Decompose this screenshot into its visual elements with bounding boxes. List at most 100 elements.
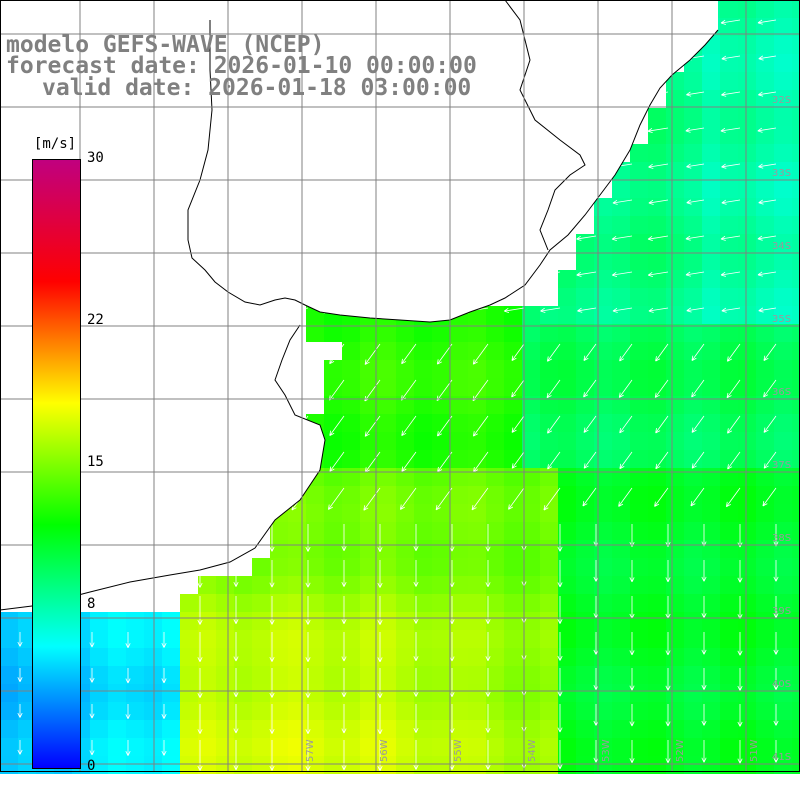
speed-cell xyxy=(684,414,702,432)
speed-cell xyxy=(738,414,756,432)
speed-cell xyxy=(576,594,594,612)
speed-cell xyxy=(324,540,342,558)
speed-cell xyxy=(306,738,324,756)
speed-cell xyxy=(216,702,234,720)
wind-arrow xyxy=(511,451,525,469)
speed-cell xyxy=(162,702,180,720)
speed-cell xyxy=(702,234,720,252)
wind-arrow xyxy=(435,487,453,511)
wind-arrow xyxy=(737,704,743,727)
speed-cell xyxy=(612,180,630,198)
speed-cell xyxy=(504,360,522,378)
speed-cell xyxy=(738,720,756,738)
speed-cell xyxy=(270,648,288,666)
speed-cell xyxy=(630,540,648,558)
speed-cell xyxy=(144,720,162,738)
speed-cell xyxy=(630,342,648,360)
speed-cell xyxy=(756,666,774,684)
speed-cell xyxy=(288,738,306,756)
speed-cell xyxy=(576,414,594,432)
wind-arrow xyxy=(233,740,239,771)
speed-cell xyxy=(414,630,432,648)
speed-cell xyxy=(360,414,378,432)
wind-arrow xyxy=(543,487,561,511)
speed-cell xyxy=(540,342,558,360)
speed-cell xyxy=(720,216,738,234)
speed-cell xyxy=(666,432,684,450)
speed-cell xyxy=(666,702,684,720)
speed-cell xyxy=(414,594,432,612)
speed-cell xyxy=(342,432,360,450)
speed-cell xyxy=(684,666,702,684)
speed-cell xyxy=(756,558,774,576)
speed-cell xyxy=(378,360,396,378)
speed-cell xyxy=(234,720,252,738)
speed-cell xyxy=(738,612,756,630)
speed-cell xyxy=(666,234,684,252)
speed-cell xyxy=(234,630,252,648)
speed-cell xyxy=(702,72,720,90)
speed-cell xyxy=(756,612,774,630)
wind-arrow xyxy=(377,668,383,698)
wind-arrow xyxy=(763,379,777,398)
speed-cell xyxy=(126,666,144,684)
speed-cell xyxy=(342,738,360,756)
wind-arrow xyxy=(341,632,347,662)
wind-arrow xyxy=(547,415,561,434)
speed-cell xyxy=(684,720,702,738)
speed-cell xyxy=(558,612,576,630)
speed-cell xyxy=(252,594,270,612)
speed-cell xyxy=(738,396,756,414)
speed-cell xyxy=(450,360,468,378)
speed-cell xyxy=(540,630,558,648)
speed-cell xyxy=(738,18,756,36)
speed-cell xyxy=(738,288,756,306)
speed-cell xyxy=(414,324,432,342)
speed-cell xyxy=(684,72,702,90)
speed-cell xyxy=(702,576,720,594)
speed-cell xyxy=(792,18,800,36)
speed-cell xyxy=(702,180,720,198)
speed-cell xyxy=(792,306,800,324)
speed-cell xyxy=(756,756,774,774)
speed-cell xyxy=(504,432,522,450)
speed-cell xyxy=(630,234,648,252)
speed-cell xyxy=(162,612,180,630)
speed-cell xyxy=(90,702,108,720)
speed-cell xyxy=(666,450,684,468)
speed-cell xyxy=(774,288,792,306)
speed-cell xyxy=(270,522,288,540)
speed-cell xyxy=(324,558,342,576)
speed-cell xyxy=(324,594,342,612)
speed-cell xyxy=(162,756,180,774)
speed-cell xyxy=(540,486,558,504)
wind-arrow xyxy=(401,451,417,472)
speed-cell xyxy=(252,576,270,594)
speed-cell xyxy=(180,612,198,630)
wind-arrow xyxy=(618,487,633,507)
speed-cell xyxy=(630,216,648,234)
speed-cell xyxy=(594,234,612,252)
speed-cell xyxy=(576,468,594,486)
speed-cell xyxy=(666,288,684,306)
speed-cell xyxy=(540,612,558,630)
wind-arrow xyxy=(269,632,275,662)
speed-cell xyxy=(792,270,800,288)
speed-cell xyxy=(378,432,396,450)
wind-arrow xyxy=(363,487,381,511)
speed-cell xyxy=(540,540,558,558)
speed-cell xyxy=(666,180,684,198)
speed-cell xyxy=(378,504,396,522)
speed-cell xyxy=(486,738,504,756)
wind-arrow xyxy=(327,487,345,510)
speed-cell xyxy=(666,630,684,648)
wind-arrow xyxy=(720,271,741,277)
speed-cell xyxy=(306,522,324,540)
speed-cell xyxy=(0,756,18,774)
speed-cell xyxy=(630,468,648,486)
speed-cell xyxy=(396,486,414,504)
speed-cell xyxy=(252,702,270,720)
wind-arrow xyxy=(576,271,597,277)
speed-cell xyxy=(774,666,792,684)
speed-cell xyxy=(270,666,288,684)
